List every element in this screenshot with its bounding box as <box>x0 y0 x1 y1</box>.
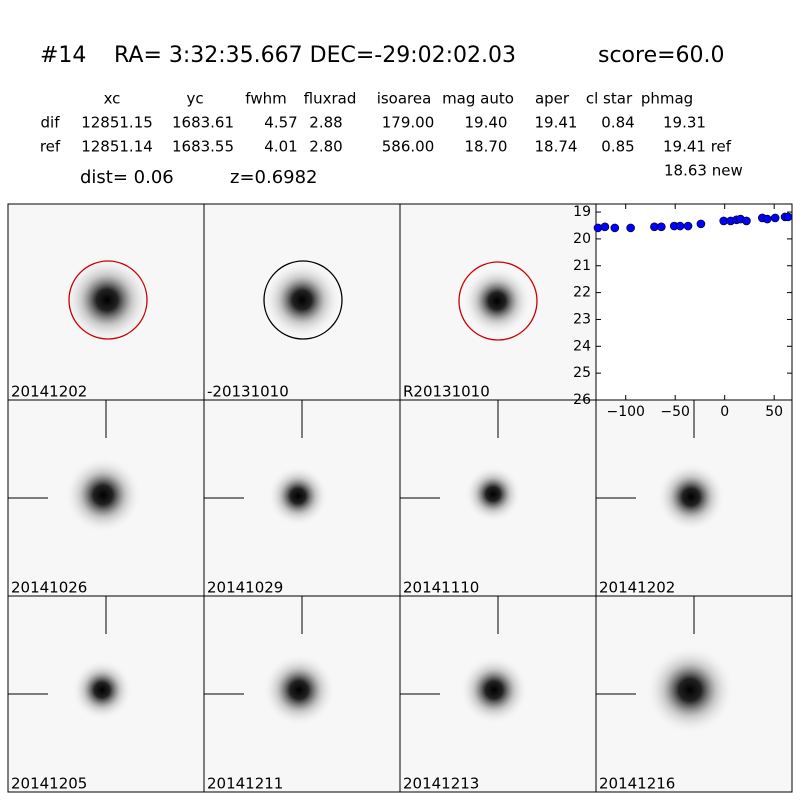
y-tick-label: 26 <box>573 392 591 408</box>
table-cell: 1683.61 <box>172 114 234 132</box>
column-header: yc <box>186 90 203 108</box>
y-tick-label: 20 <box>573 231 591 247</box>
row-label: ref <box>40 138 61 156</box>
point <box>657 222 666 232</box>
stamp-label: 20141211 <box>207 775 283 793</box>
source <box>646 646 734 734</box>
point <box>696 219 706 229</box>
x-tick-label: 0 <box>720 404 729 420</box>
source <box>65 258 149 342</box>
column-header: phmag <box>641 90 693 108</box>
stamp-label: -20131010 <box>207 383 289 401</box>
table-cell: 2.80 <box>309 138 342 156</box>
point <box>770 213 780 223</box>
aperture <box>458 261 538 341</box>
score: score=60.0 <box>598 43 725 68</box>
source <box>263 654 335 726</box>
stamp-label: 20141205 <box>11 775 87 793</box>
x-tick-label: −100 <box>606 404 644 420</box>
stamp-label: 20141026 <box>11 579 87 597</box>
table-cell: 19.31 <box>663 114 706 132</box>
table-cell: 18.74 <box>535 138 578 156</box>
table-cell: 19.41 ref <box>663 138 732 156</box>
point <box>610 223 620 233</box>
x-tick-label: −50 <box>660 404 690 420</box>
table-cell: 4.57 <box>264 114 297 132</box>
table-cell: 2.88 <box>309 114 342 132</box>
new-mag: 18.63 new <box>664 162 743 180</box>
stamp-label: 20141202 <box>11 383 87 401</box>
source <box>460 656 528 724</box>
stamp-label: R20131010 <box>403 383 490 401</box>
stamp-label: 20141216 <box>599 775 675 793</box>
point <box>683 221 693 231</box>
y-tick-label: 22 <box>573 285 591 301</box>
column-header: cl star <box>586 90 633 108</box>
column-header: fwhm <box>245 90 286 108</box>
table-cell: 12851.14 <box>81 138 153 156</box>
table-cell: 586.00 <box>382 138 435 156</box>
table-cell: 0.85 <box>601 138 634 156</box>
table-cell: 19.40 <box>465 114 508 132</box>
stamp-label: 20141029 <box>207 579 283 597</box>
row-label: dif <box>41 114 61 132</box>
y-tick-label: 24 <box>573 338 591 354</box>
column-header: aper <box>535 90 570 108</box>
column-header: mag auto <box>442 90 514 108</box>
table-cell: 18.70 <box>465 138 508 156</box>
point <box>742 216 751 226</box>
distance: dist= 0.06 <box>80 167 174 188</box>
point <box>783 212 793 222</box>
redshift: z=0.6982 <box>230 167 318 188</box>
point <box>675 221 685 231</box>
y-tick-label: 21 <box>573 258 591 274</box>
coordinates: RA= 3:32:35.667 DEC=-29:02:02.03 <box>114 43 516 68</box>
column-header: xc <box>104 90 121 108</box>
source <box>268 466 328 526</box>
stamp-label: 20141110 <box>403 579 479 597</box>
stamp-label: 20141202 <box>599 579 675 597</box>
stamp-label: 20141213 <box>403 775 479 793</box>
x-tick-label: 50 <box>765 404 783 420</box>
table-cell: 0.84 <box>601 114 634 132</box>
y-tick-label: 25 <box>573 365 591 381</box>
table-cell: 4.01 <box>264 138 297 156</box>
aperture <box>263 260 343 340</box>
point <box>600 222 610 232</box>
source <box>463 267 531 335</box>
table-cell: 12851.15 <box>81 114 153 132</box>
table-cell: 19.41 <box>535 114 578 132</box>
table-cell: 1683.55 <box>172 138 234 156</box>
column-header: isoarea <box>377 90 432 108</box>
point <box>626 223 635 233</box>
candidate-id: #14 <box>40 43 86 68</box>
source <box>465 466 521 522</box>
source <box>72 660 132 720</box>
y-tick-label: 19 <box>573 204 591 220</box>
source <box>65 457 141 533</box>
source <box>657 463 725 531</box>
column-header: fluxrad <box>304 90 357 108</box>
source <box>264 262 340 338</box>
point <box>762 214 772 224</box>
table-cell: 179.00 <box>382 114 435 132</box>
y-tick-label: 23 <box>573 311 591 327</box>
plot-area <box>595 203 793 401</box>
aperture <box>68 260 148 340</box>
